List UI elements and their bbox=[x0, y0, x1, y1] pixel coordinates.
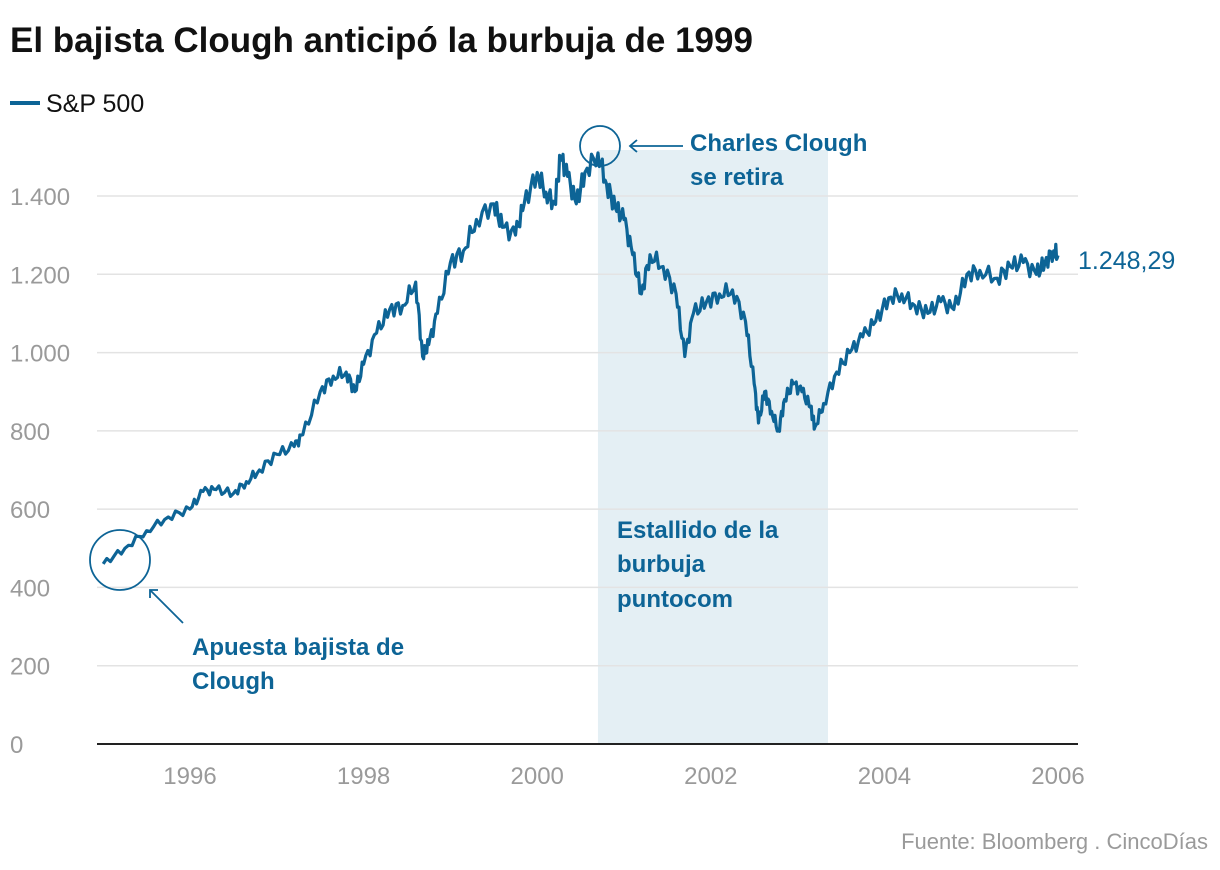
end-value-label: 1.248,29 bbox=[1078, 247, 1175, 275]
annotation-circle-peak bbox=[579, 125, 621, 167]
highlight-band bbox=[597, 150, 828, 744]
y-tick-label: 1.000 bbox=[10, 341, 70, 368]
y-tick-label: 1.200 bbox=[10, 262, 70, 289]
annotation-start-line2: Clough bbox=[192, 668, 275, 695]
y-tick-label: 0 bbox=[10, 732, 23, 759]
y-tick-label: 800 bbox=[10, 419, 50, 446]
y-tick-label: 200 bbox=[10, 654, 50, 681]
annotation-peak-line1: Charles Clough bbox=[690, 130, 867, 157]
x-tick-label: 2004 bbox=[858, 763, 911, 790]
annotation-circle-start bbox=[89, 529, 151, 591]
annotation-arrow-start bbox=[149, 589, 184, 624]
legend-label: S&P 500 bbox=[46, 90, 144, 118]
x-tick-label: 2002 bbox=[684, 763, 737, 790]
arrowhead-icon bbox=[628, 139, 638, 153]
x-tick-label: 1996 bbox=[163, 763, 216, 790]
band-label-line1: Estallido de la bbox=[617, 517, 779, 544]
y-tick-label: 1.400 bbox=[10, 184, 70, 211]
annotation-start-line1: Apuesta bajista de bbox=[192, 634, 404, 661]
annotation-peak-line2: se retira bbox=[690, 164, 784, 191]
x-tick-label: 2000 bbox=[511, 763, 564, 790]
source-text: Fuente: Bloomberg . CincoDías bbox=[901, 829, 1208, 854]
band-label-line2: burbuja bbox=[617, 551, 706, 578]
y-tick-label: 600 bbox=[10, 497, 50, 524]
chart-title: El bajista Clough anticipó la burbuja de… bbox=[10, 21, 753, 60]
brand: CincoDías bbox=[1107, 829, 1208, 854]
arrowhead-icon bbox=[149, 589, 158, 598]
y-tick-label: 400 bbox=[10, 575, 50, 602]
x-tick-label: 2006 bbox=[1031, 763, 1084, 790]
source: Fuente: Bloomberg bbox=[901, 829, 1088, 854]
band-label-line3: puntocom bbox=[617, 586, 733, 613]
series-line-sp500 bbox=[101, 151, 1060, 565]
x-tick-label: 1998 bbox=[337, 763, 390, 790]
